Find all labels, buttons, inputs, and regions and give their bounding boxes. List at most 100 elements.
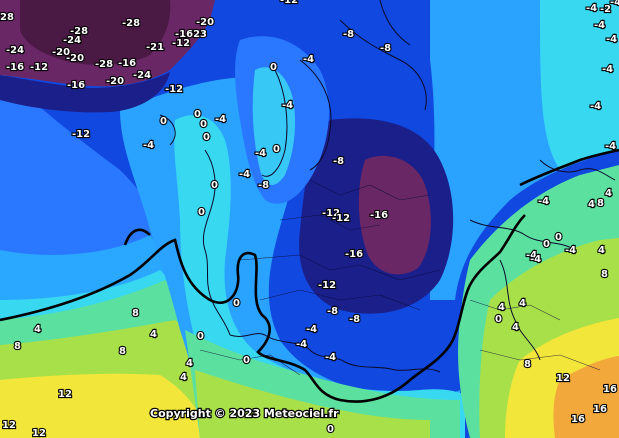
label-8-c: 8 [119,346,126,357]
label-8-r3: 8 [524,359,531,370]
label-0-k: 0 [243,355,250,366]
label-neg24-c: -24 [133,70,151,81]
label-neg12-top: -12 [280,0,298,6]
label-neg4-d: -4 [282,100,293,111]
label-neg8-f: -8 [349,314,360,325]
label-neg4-s: -4 [605,141,616,152]
borders [199,179,601,376]
label-neg12-g: -12 [318,280,336,291]
label-4-c: 4 [186,358,193,369]
field-purple-north-dark [20,0,171,66]
label-8-r1: 8 [597,198,604,209]
label-12-r1: 12 [556,373,570,384]
label-neg20-d: -20 [196,17,214,28]
label-neg4-r3: -4 [606,34,617,45]
field-cyan-east [540,0,619,170]
label-0-d: 0 [203,132,210,143]
label-0-s: 0 [495,314,502,325]
label-0-i: 0 [233,298,240,309]
field-purple-core [358,155,431,275]
label-neg12-f: -12 [332,213,350,224]
label-neg4-f: -4 [239,169,250,180]
label-0-c: 0 [200,119,207,130]
field-orange-east [553,356,619,438]
label-neg4-r6: -4 [526,250,537,261]
label-neg12-e: -12 [322,208,340,219]
label-neg4-r1: -4 [586,3,597,14]
label-neg12-b: -12 [172,38,190,49]
label-0-l: 0 [327,424,334,435]
label-16-r2: 16 [593,404,607,415]
label-neg8-a: -8 [258,180,269,191]
label-16-r1: 16 [603,384,617,395]
label-neg16-e: -16 [345,249,363,260]
label-neg4-r8: -4 [565,245,576,256]
label-4-r3: 4 [598,245,605,256]
label-0-g: 0 [211,180,218,191]
label-neg4-r7: -4 [530,254,541,265]
label-neg20-a: -20 [52,47,70,58]
label-8-b: 8 [132,308,139,319]
label-neg24-a: -24 [6,45,24,56]
label-neg20-c: -20 [106,76,124,87]
label-0-e: 0 [270,62,277,73]
label-0-f: 0 [273,144,280,155]
label-neg4-r2: -4 [594,20,605,31]
label-12-b: 12 [2,420,16,431]
label-neg4-r4: -4 [602,64,613,75]
label-neg12-d: -12 [72,129,90,140]
label-neg4-g: -4 [306,324,317,335]
label-neg1623: -1623 [175,29,207,40]
field-yellowgreen-south [195,370,430,438]
label-12-c: 12 [32,428,46,438]
label-neg28-c: -28 [122,18,140,29]
label-neg4-c: -4 [303,54,314,65]
copyright-text: Copyright © 2023 Meteociel.fr [150,407,339,420]
label-4-a: 4 [34,324,41,335]
label-neg28-a: -28 [70,26,88,37]
label-neg8-d: -8 [380,43,391,54]
label-0-a: 0 [160,116,167,127]
label-neg4-u: -4 [538,196,549,207]
label-4-b: 4 [150,329,157,340]
label-4-r4: 4 [519,298,526,309]
label-16-r3: 16 [571,414,585,425]
label-12-a: 12 [58,389,72,400]
label-28-topleft: 28 [0,12,14,23]
field-darkblue-north [0,72,170,113]
label-0-j: 0 [197,331,204,342]
label-neg16-d: -16 [370,210,388,221]
label-neg4-i: -4 [325,352,336,363]
label-neg24-b: -24 [63,35,81,46]
label-neg4-r5: -4 [590,101,601,112]
zero-isotherm [0,148,619,403]
label-neg2-r: -2 [600,4,611,15]
label-neg4-a: -4 [143,140,154,151]
label-4-r6: 4 [512,322,519,333]
label-neg4-h: -4 [296,339,307,350]
label-neg16-b: -16 [118,58,136,69]
label-neg28-b: -28 [95,59,113,70]
label-neg16-a: -16 [6,62,24,73]
label-neg21: -21 [146,42,164,53]
label-neg8-c: -8 [343,29,354,40]
label-neg20-b: -20 [66,53,84,64]
label-neg4-e: -4 [255,148,266,159]
label-0-t: 0 [555,232,562,243]
label-8-a: 8 [14,341,21,352]
label-4-r5: 4 [498,302,505,313]
label-8-r2: 8 [601,269,608,280]
label-0-h: 0 [198,207,205,218]
label-neg4-b: -4 [215,114,226,125]
label-neg12-c: -12 [165,84,183,95]
label-neg4-t: -4 [610,0,619,8]
label-4-r2: 4 [605,188,612,199]
label-4-d: 4 [180,372,187,383]
label-4-r1: 4 [588,199,595,210]
label-neg8-b: -8 [333,156,344,167]
label-neg8-e: -8 [327,306,338,317]
label-0-b: 0 [194,109,201,120]
label-neg16-c: -16 [67,80,85,91]
